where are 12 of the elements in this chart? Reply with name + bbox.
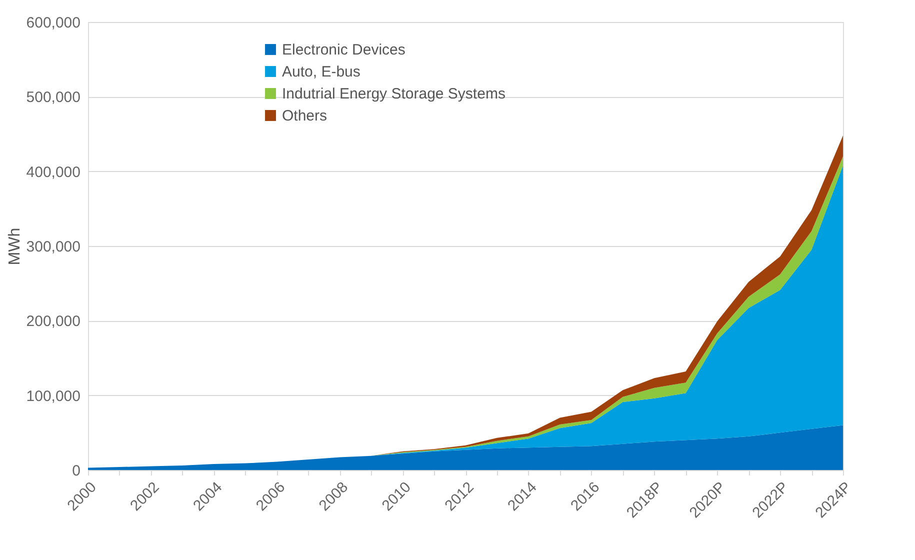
y-tick-label: 600,000 <box>26 14 80 32</box>
y-tick-label: 200,000 <box>26 313 80 330</box>
legend-label: Auto, E-bus <box>282 64 360 80</box>
y-tick-label: 300,000 <box>26 238 80 256</box>
y-tick-label: 500,000 <box>26 89 80 106</box>
legend-label: Indutrial Energy Storage Systems <box>282 86 506 102</box>
legend-label: Electronic Devices <box>282 42 406 58</box>
y-tick-label: 0 <box>72 462 80 480</box>
y-axis-title: MWh <box>6 228 24 266</box>
legend-label: Others <box>282 108 328 124</box>
y-tick-label: 400,000 <box>26 164 80 181</box>
y-tick-label: 100,000 <box>26 388 80 405</box>
